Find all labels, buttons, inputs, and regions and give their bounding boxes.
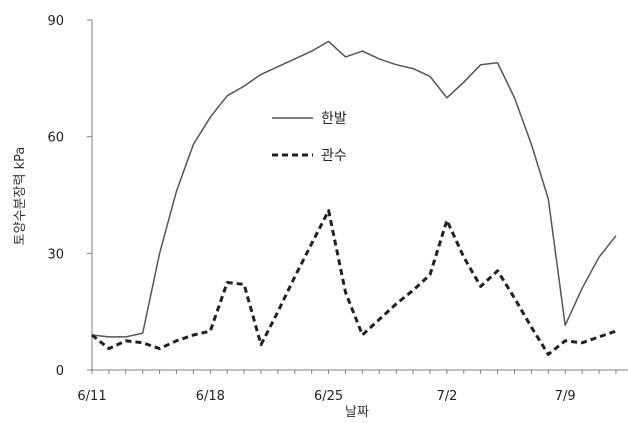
y-tick-label: 60	[47, 131, 64, 146]
y-tick-labels: 0 30 60 90	[47, 14, 64, 379]
y-tick-label: 0	[56, 364, 64, 379]
legend: 한발 관수	[272, 111, 347, 164]
series-line-drought	[91, 40, 617, 338]
legend-label-drought: 한발	[321, 111, 347, 127]
x-tick-label: 6/25	[314, 389, 343, 404]
x-axis-title: 날짜	[345, 405, 369, 420]
y-tick-label: 30	[47, 247, 64, 262]
y-axis-title: 토양수분장력 kPa	[13, 147, 28, 246]
x-tick-label: 7/9	[555, 389, 576, 404]
legend-label-irrigation: 관수	[321, 148, 347, 164]
series-lines	[91, 40, 617, 356]
x-tick-label: 7/2	[436, 389, 457, 404]
x-tick-labels: 6/11 6/18 6/25 7/2 7/9	[77, 389, 575, 404]
x-tick-label: 6/18	[196, 389, 225, 404]
y-tick-label: 90	[47, 14, 64, 29]
x-tick-label: 6/11	[77, 389, 106, 404]
series-line-irrigation	[91, 209, 617, 356]
axes	[87, 19, 628, 374]
